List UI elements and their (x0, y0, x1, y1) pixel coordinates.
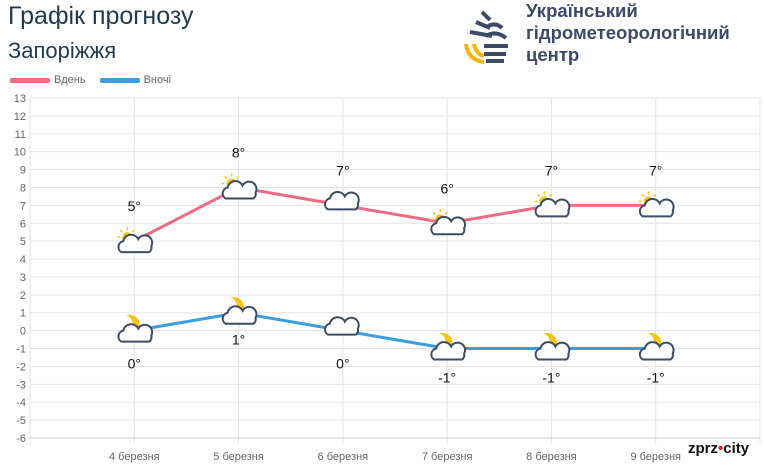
y-tick-label: 9 (20, 165, 26, 177)
y-tick-label: 2 (20, 290, 26, 302)
sun-ray (444, 211, 448, 215)
y-tick-label: 11 (15, 129, 26, 141)
data-label: 0° (336, 356, 349, 372)
legend-item-night[interactable]: Вночі (99, 74, 172, 86)
cloud (534, 341, 571, 361)
data-label: 1° (232, 332, 245, 348)
y-tick-label: -1 (16, 344, 26, 356)
sun-cloud-icon (117, 227, 154, 254)
sun-ray (235, 175, 240, 180)
ukrhydromet-logo (464, 10, 508, 64)
cloud (324, 190, 360, 211)
city-name: Запоріжжя (8, 38, 117, 63)
cloud (534, 197, 571, 218)
y-tick-label: -3 (16, 379, 26, 391)
data-label: 5° (128, 198, 141, 214)
y-tick-label: 3 (20, 272, 26, 284)
sun-ray (119, 229, 123, 233)
x-tick-label: 7 березня (422, 451, 473, 463)
brand-dot: • (718, 440, 724, 457)
cloud (638, 197, 675, 218)
brand-text: city (723, 440, 750, 457)
series-line-day (133, 185, 656, 243)
cloud (430, 341, 467, 361)
data-label: 7° (545, 162, 558, 178)
moon-cloud-icon (221, 297, 258, 325)
y-tick-label: 12 (14, 111, 26, 123)
cloud (117, 233, 154, 254)
sun-ray (432, 211, 436, 215)
brand-watermark: zprz•city (688, 440, 749, 457)
cloud-icon (324, 190, 360, 211)
data-label: 6° (440, 180, 453, 196)
cloud (430, 215, 467, 236)
sun-ray (223, 175, 228, 180)
sun-ray (653, 193, 657, 197)
cloud (638, 341, 675, 361)
legend-label: Вночі (143, 74, 172, 86)
cloud (221, 180, 258, 200)
y-tick-label: -6 (16, 433, 26, 445)
legend-item-day[interactable]: Вдень (10, 74, 86, 86)
data-label: -1° (647, 370, 665, 386)
data-label: 0° (128, 356, 141, 372)
y-tick-label: -5 (16, 415, 26, 427)
y-tick-label: 6 (20, 218, 26, 230)
legend-swatch (10, 77, 50, 83)
y-tick-label: -2 (16, 361, 26, 373)
y-tick-label: 4 (20, 254, 26, 266)
y-tick-label: 5 (20, 236, 26, 248)
data-label: -1° (542, 370, 560, 386)
y-tick-label: 13 (14, 93, 26, 105)
organization-name: Український гідрометеорологічний центр (526, 0, 730, 66)
y-tick-label: 0 (20, 326, 26, 338)
data-label: -1° (438, 370, 456, 386)
cloud (117, 323, 154, 343)
moon-cloud-icon (638, 332, 675, 361)
y-tick-label: 8 (20, 182, 26, 194)
sun-ray (536, 193, 541, 197)
y-tick-label: 1 (20, 308, 26, 320)
y-tick-label: 10 (14, 147, 26, 159)
x-tick-label: 4 березня (109, 451, 160, 463)
data-label: 8° (232, 144, 245, 160)
brand-text: zprz (688, 440, 718, 457)
data-label: 7° (336, 162, 349, 178)
cloud-icon (324, 316, 360, 336)
page-title: Графік прогнозу (8, 2, 194, 30)
sun-cloud-icon (221, 173, 258, 200)
cloud (221, 305, 258, 325)
legend-swatch (99, 77, 140, 83)
x-tick-label: 5 березня (213, 451, 264, 463)
legend-label: Вдень (54, 74, 86, 86)
y-tick-label: -4 (16, 397, 26, 409)
moon-cloud-icon (534, 332, 571, 361)
y-tick-label: 7 (20, 200, 26, 212)
org-line: центр (526, 44, 580, 65)
chart-legend: Вдень Вночі (10, 74, 179, 86)
org-line: Український (526, 0, 638, 21)
x-tick-label: 9 березня (630, 451, 681, 463)
x-tick-label: 6 березня (318, 451, 369, 463)
sun-cloud-icon (638, 191, 675, 218)
sun-ray (548, 193, 553, 197)
x-tick-label: 8 березня (526, 451, 577, 463)
moon-cloud-icon (430, 332, 467, 361)
data-label: 7° (649, 162, 662, 178)
sun-ray (641, 193, 645, 197)
sun-ray (131, 229, 135, 233)
cloud (324, 316, 360, 336)
moon-cloud-icon (117, 315, 154, 343)
org-line: гідрометеорологічний (526, 22, 730, 43)
sun-cloud-icon (430, 209, 467, 236)
sun-cloud-icon (534, 191, 571, 218)
